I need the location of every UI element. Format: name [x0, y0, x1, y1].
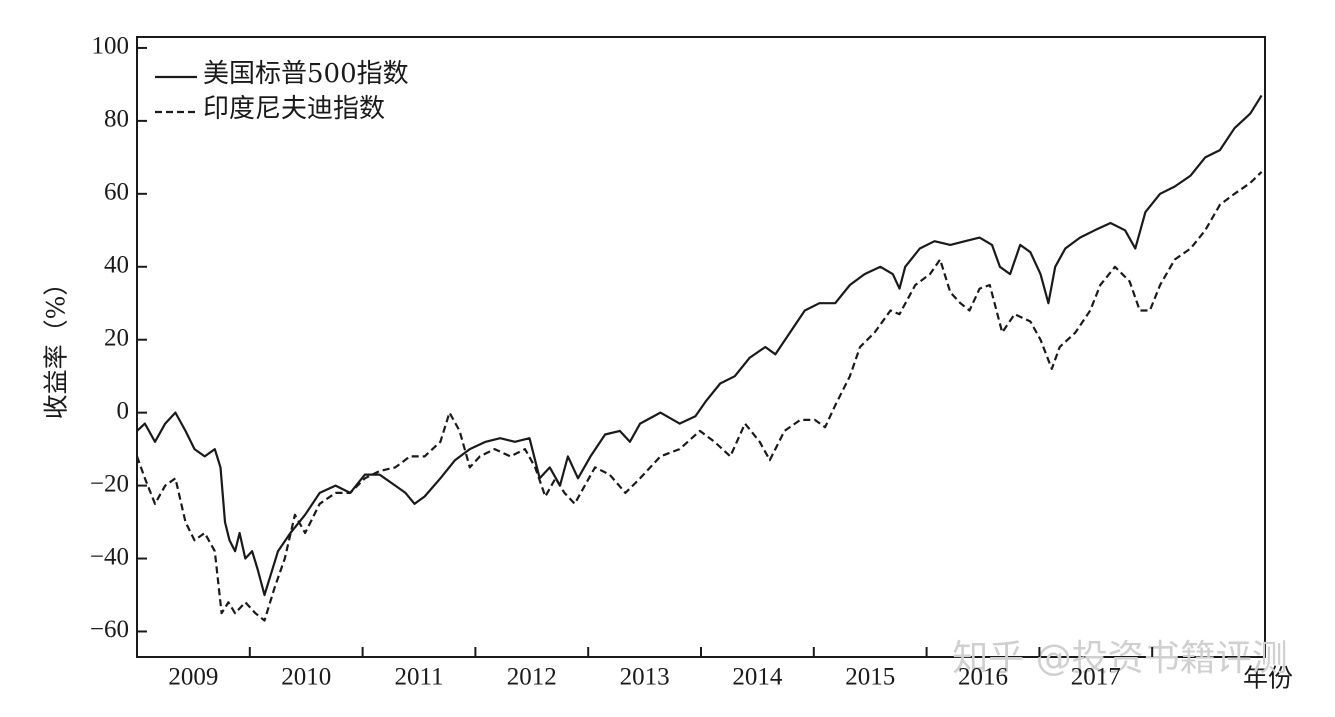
y-axis-label: 收益率（%）	[42, 271, 71, 420]
y-tick-label: −20	[90, 470, 129, 497]
series-line	[135, 171, 1263, 622]
y-tick-label: 100	[92, 33, 130, 60]
x-tick-label: 2010	[281, 664, 331, 691]
x-tick-label: 2014	[732, 664, 783, 691]
x-tick-label: 2016	[958, 664, 1008, 691]
y-tick-label: 0	[117, 397, 130, 424]
legend-label: 美国标普500指数	[203, 59, 409, 89]
x-tick-label: 2011	[394, 664, 443, 691]
x-tick-label: 2013	[620, 664, 670, 691]
x-tick-label: 2012	[507, 664, 557, 691]
y-tick-label: 60	[104, 179, 129, 206]
y-tick-label: 80	[104, 106, 129, 133]
x-tick-label: 2015	[845, 664, 895, 691]
plot-frame	[136, 36, 1266, 658]
y-tick-label: 40	[104, 251, 129, 278]
x-tick-label: 2009	[168, 664, 218, 691]
x-tick-label: 2017	[1071, 664, 1121, 691]
series-line	[136, 94, 1263, 597]
y-tick-label: 20	[104, 324, 129, 351]
watermark: 知乎 @投资书籍评测	[952, 638, 1287, 679]
y-tick-label: −60	[90, 616, 129, 643]
y-tick-label: −40	[90, 543, 129, 570]
x-axis-label: 年份	[1243, 664, 1293, 693]
legend-label: 印度尼夫迪指数	[203, 94, 385, 124]
